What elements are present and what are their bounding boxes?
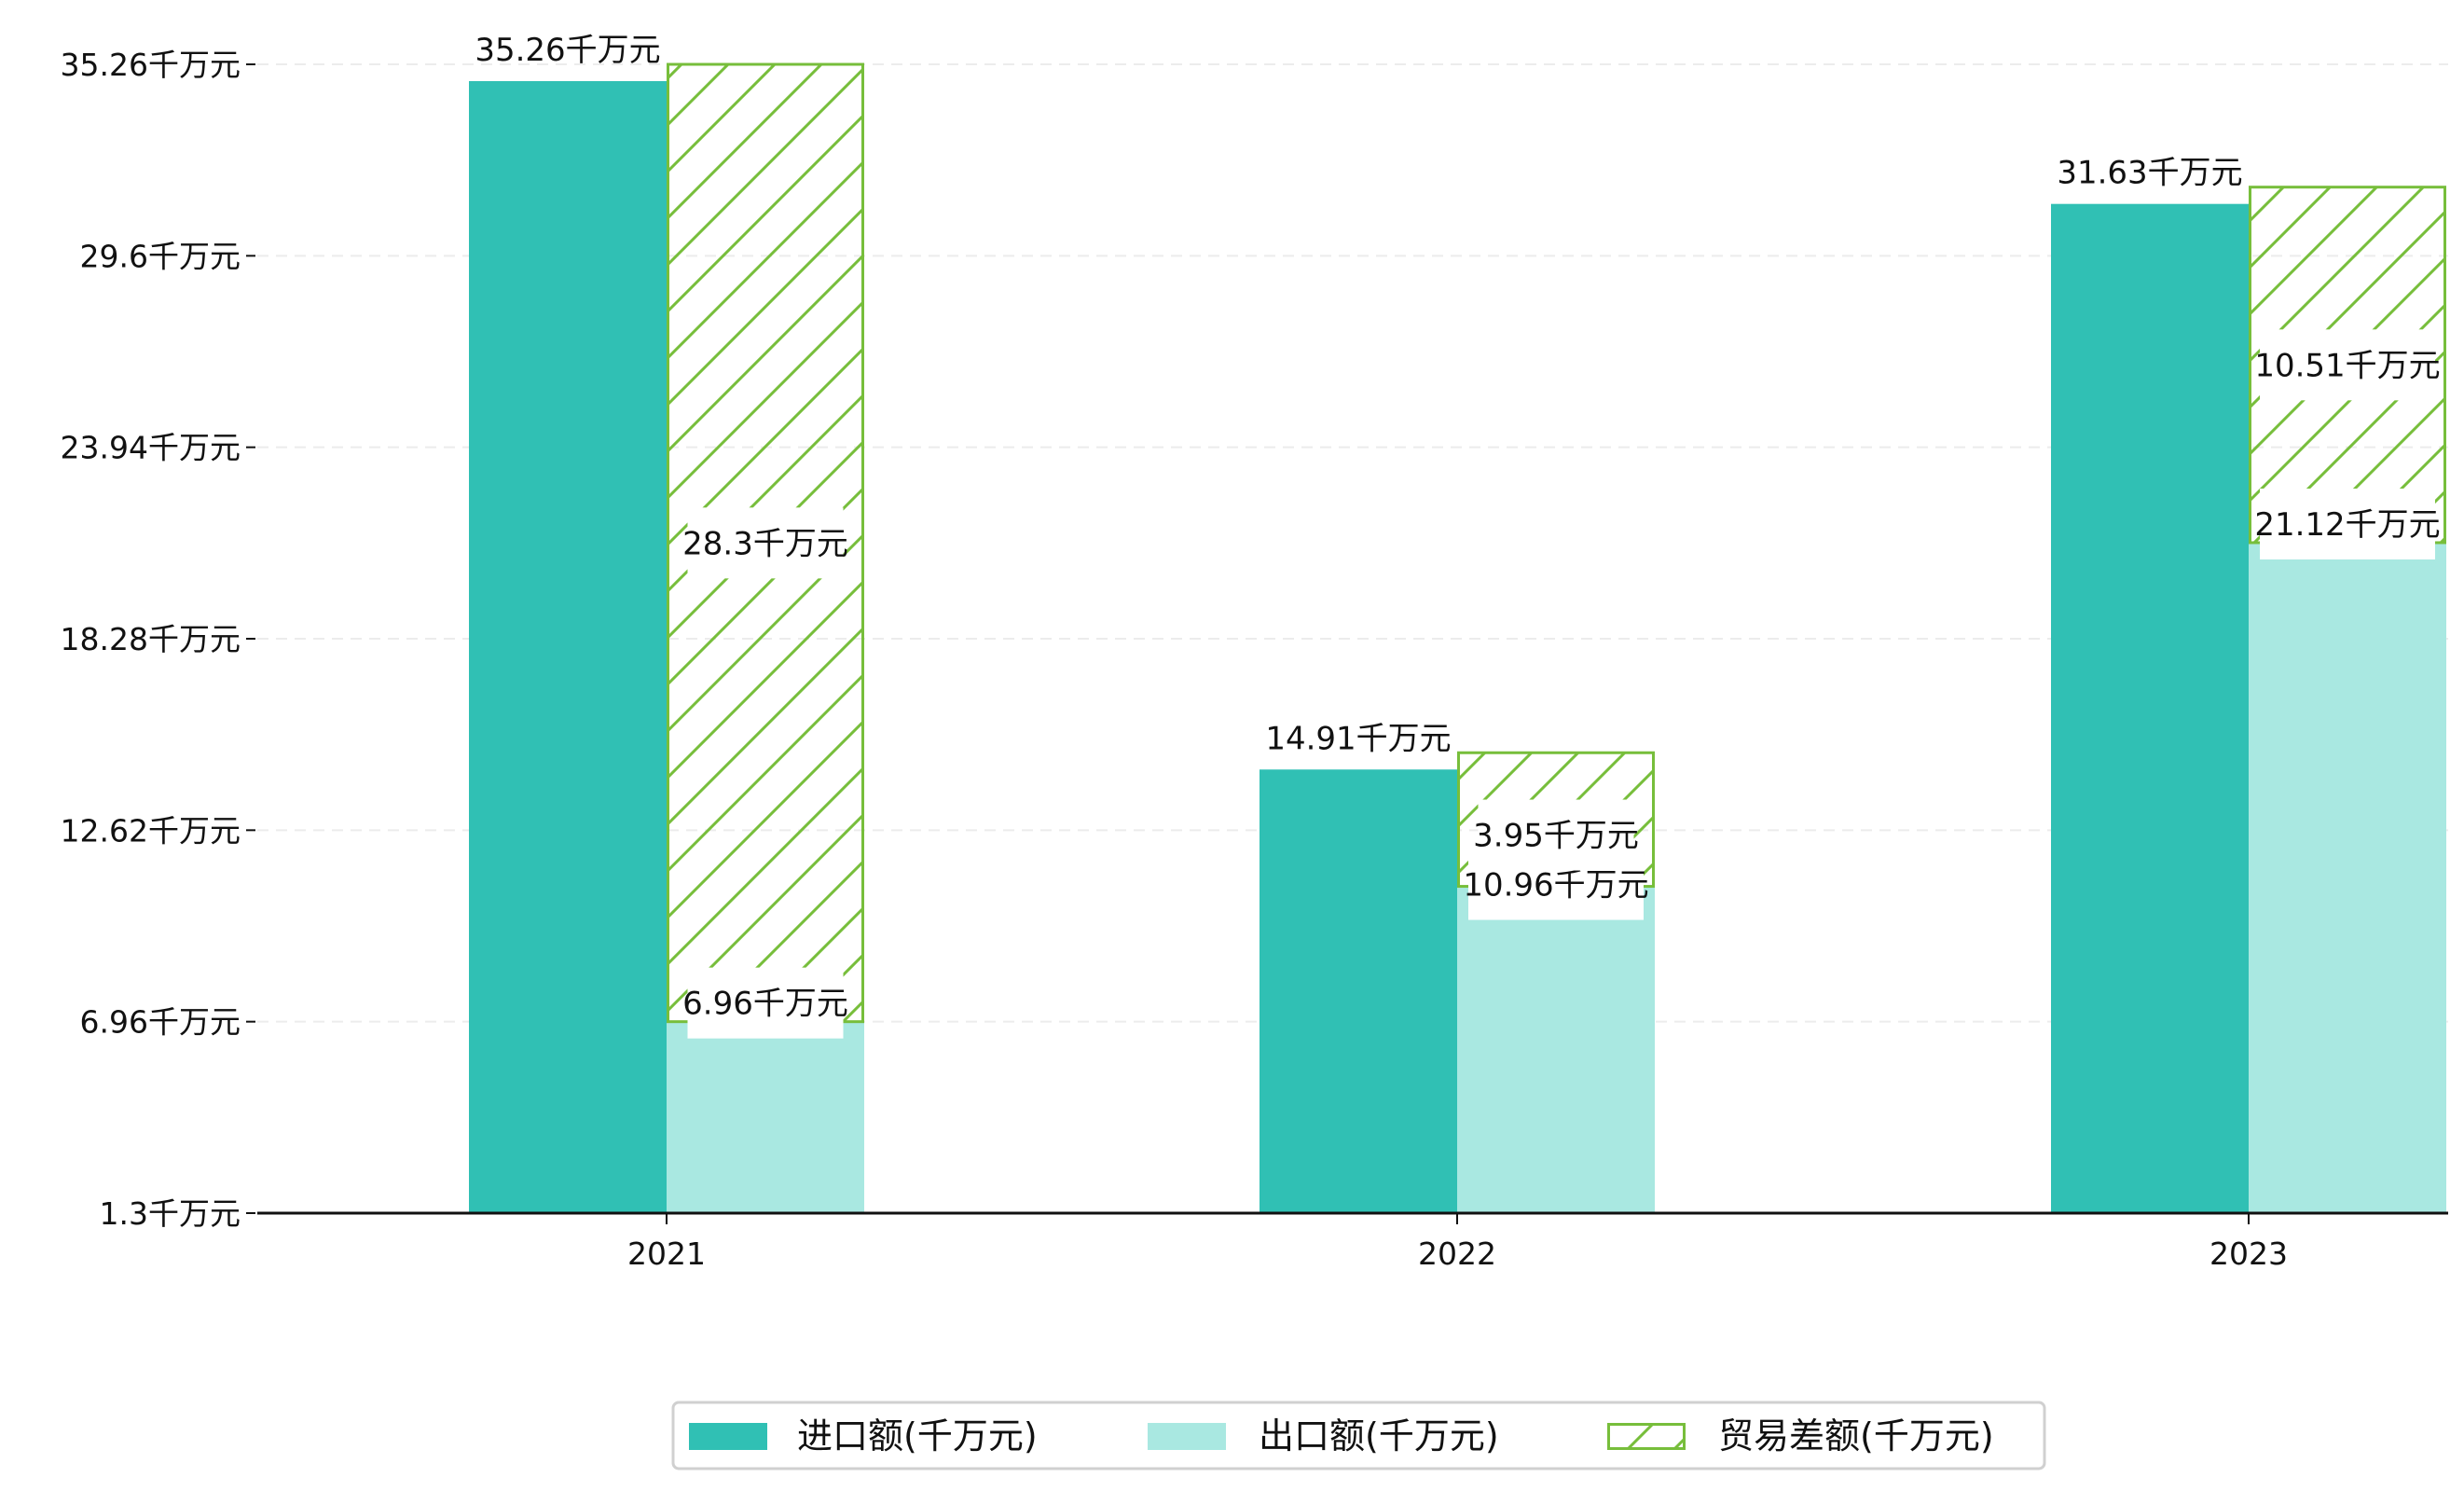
- y-tick-label: 12.62千万元: [61, 812, 241, 849]
- y-tick-label: 29.6千万元: [80, 238, 241, 274]
- legend-swatch: [689, 1423, 767, 1450]
- legend-swatch-hatched: [1607, 1423, 1686, 1450]
- legend-box: [671, 1401, 2046, 1470]
- data-label: 10.96千万元: [1463, 867, 1648, 904]
- data-label: 10.51千万元: [2254, 347, 2440, 384]
- data-label: 3.95千万元: [1473, 818, 1639, 855]
- x-tick-label: 2021: [627, 1236, 706, 1272]
- bar-import: [469, 81, 667, 1213]
- legend-swatch: [1148, 1423, 1226, 1450]
- data-label: 6.96千万元: [682, 986, 848, 1023]
- bar-export: [1457, 886, 1655, 1213]
- legend-label: 贸易差额(千万元): [1718, 1415, 1994, 1456]
- y-tick-label: 23.94千万元: [61, 430, 241, 466]
- bar-import: [1260, 769, 1457, 1213]
- data-label-import: 31.63千万元: [2057, 155, 2242, 192]
- x-tick-label: 2022: [1418, 1236, 1496, 1272]
- data-label: 21.12千万元: [2254, 506, 2440, 544]
- bar-import: [2051, 203, 2249, 1213]
- legend: 进口额(千万元) 出口额(千万元) 贸易差额(千万元): [671, 1401, 2046, 1470]
- data-label-import: 35.26千万元: [475, 32, 660, 69]
- legend-label: 进口额(千万元): [797, 1415, 1038, 1456]
- data-label-box: [2260, 488, 2435, 559]
- data-label-box: [2260, 329, 2435, 401]
- y-tick-label: 18.28千万元: [61, 621, 241, 657]
- y-tick-label: 6.96千万元: [80, 1004, 241, 1041]
- bar-export: [667, 1021, 864, 1213]
- legend-label: 出口额(千万元): [1259, 1415, 1499, 1456]
- data-label-box: [687, 507, 844, 579]
- y-tick-label: 35.26千万元: [61, 47, 241, 83]
- data-label: 28.3千万元: [682, 525, 848, 562]
- y-tick-label: 1.3千万元: [100, 1195, 241, 1232]
- data-label-box: [1478, 799, 1634, 871]
- data-label-import: 14.91千万元: [1265, 720, 1451, 757]
- x-tick-label: 2023: [2209, 1236, 2288, 1272]
- bar-export: [2249, 542, 2446, 1213]
- data-label-box: [687, 967, 844, 1039]
